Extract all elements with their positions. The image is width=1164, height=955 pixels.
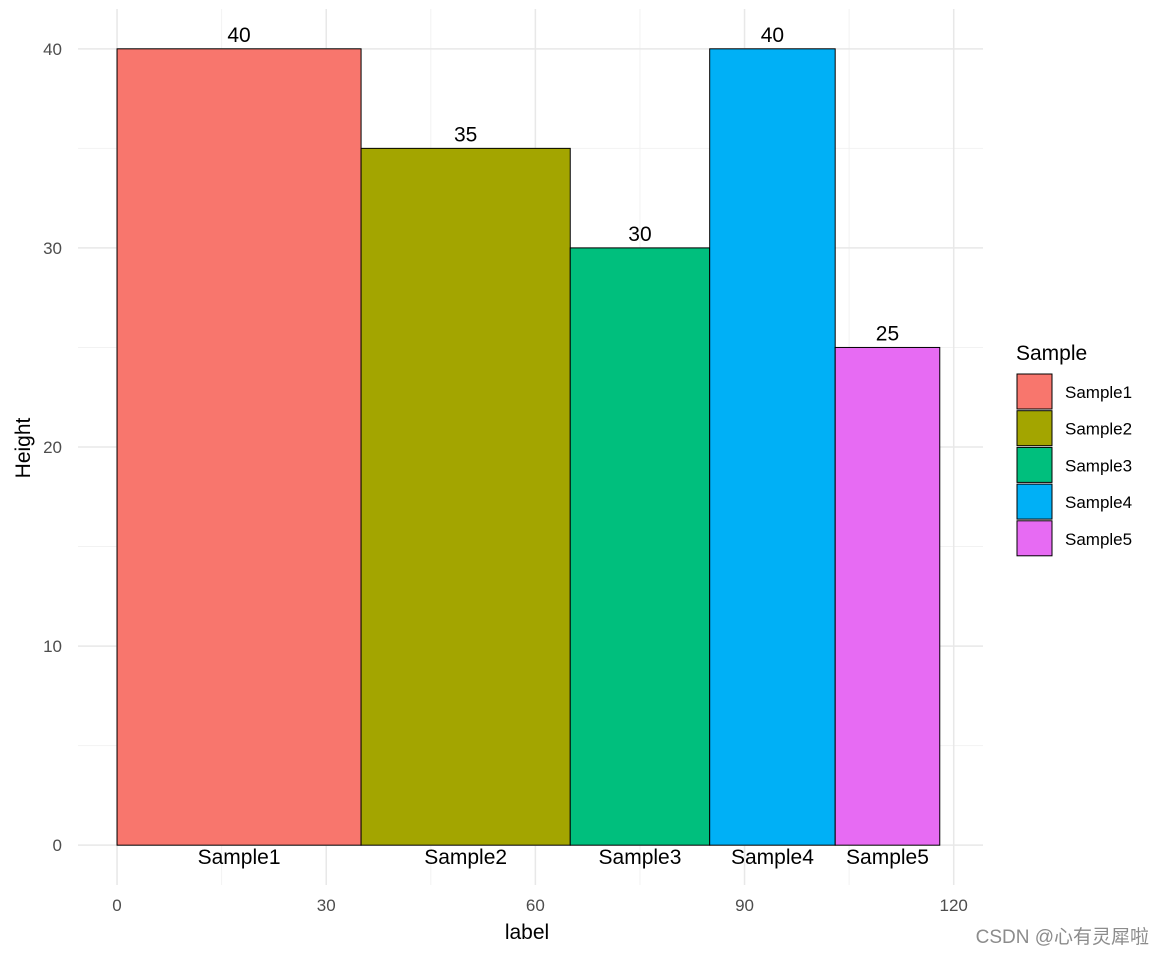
y-tick-label: 10 xyxy=(43,637,62,656)
category-labels: Sample1 Sample2 Sample3 Sample4 Sample5 xyxy=(198,846,929,869)
bar-value-label: 25 xyxy=(876,322,899,345)
y-tick-label: 20 xyxy=(43,438,62,457)
category-label: Sample4 xyxy=(731,846,814,869)
legend-item: Sample3 xyxy=(1016,446,1132,483)
category-label: Sample2 xyxy=(424,846,507,869)
x-tick-label: 90 xyxy=(735,896,754,915)
bar-value-label: 40 xyxy=(761,24,784,47)
legend-swatch xyxy=(1016,410,1053,447)
legend-label: Sample5 xyxy=(1065,530,1132,549)
bar-sample4 xyxy=(709,48,836,846)
legend: Sample Sample1Sample2Sample3Sample4Sampl… xyxy=(1016,342,1132,557)
legend-swatch xyxy=(1016,483,1053,520)
legend-items: Sample1 Sample2 Sample3 Sample4 Sample5 xyxy=(1016,373,1132,557)
x-tick-label: 30 xyxy=(317,896,336,915)
x-tick-label: 120 xyxy=(940,896,968,915)
bars xyxy=(116,48,941,846)
legend-label: Sample2 xyxy=(1065,420,1132,439)
bar-sample1 xyxy=(116,48,362,846)
bar-sample2 xyxy=(360,147,571,846)
y-tick-label: 30 xyxy=(43,239,62,258)
x-tick-label: 60 xyxy=(526,896,545,915)
category-label: Sample5 xyxy=(846,846,929,869)
legend-label: Sample4 xyxy=(1065,493,1132,512)
legend-label: Sample1 xyxy=(1065,383,1132,402)
legend-item: Sample4 xyxy=(1016,483,1132,520)
bar-value-labels: 40 35 30 40 25 xyxy=(227,24,899,346)
y-axis-ticks: 0 10 20 30 40 xyxy=(43,40,62,855)
legend-swatch xyxy=(1016,446,1053,483)
y-axis-title: Height xyxy=(12,417,35,478)
y-tick-label: 40 xyxy=(43,40,62,59)
legend-label: Sample3 xyxy=(1065,456,1132,475)
legend-item: Sample1 xyxy=(1016,373,1132,410)
bar-value-label: 35 xyxy=(454,123,477,146)
x-tick-label: 0 xyxy=(112,896,121,915)
x-axis-ticks: 0 30 60 90 120 xyxy=(112,896,968,915)
category-label: Sample1 xyxy=(198,846,281,869)
watermark: CSDN @心有灵犀啦 xyxy=(976,926,1149,948)
bar-sample5 xyxy=(834,346,941,846)
x-axis-title: label xyxy=(505,921,549,944)
legend-item: Sample2 xyxy=(1016,410,1132,447)
category-label: Sample3 xyxy=(599,846,682,869)
bar-sample3 xyxy=(569,247,711,846)
bar-value-label: 40 xyxy=(227,24,250,47)
legend-title: Sample xyxy=(1016,342,1087,365)
bar-value-label: 30 xyxy=(628,223,651,246)
legend-swatch xyxy=(1016,520,1053,557)
legend-swatch xyxy=(1016,373,1053,410)
y-tick-label: 0 xyxy=(53,836,62,855)
legend-item: Sample5 xyxy=(1016,520,1132,557)
